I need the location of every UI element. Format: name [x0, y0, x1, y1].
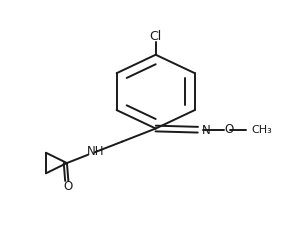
Text: N: N: [202, 124, 211, 137]
Text: O: O: [63, 180, 72, 193]
Text: NH: NH: [87, 145, 105, 158]
Text: O: O: [224, 123, 234, 136]
Text: CH₃: CH₃: [252, 125, 272, 135]
Text: Cl: Cl: [150, 30, 162, 43]
